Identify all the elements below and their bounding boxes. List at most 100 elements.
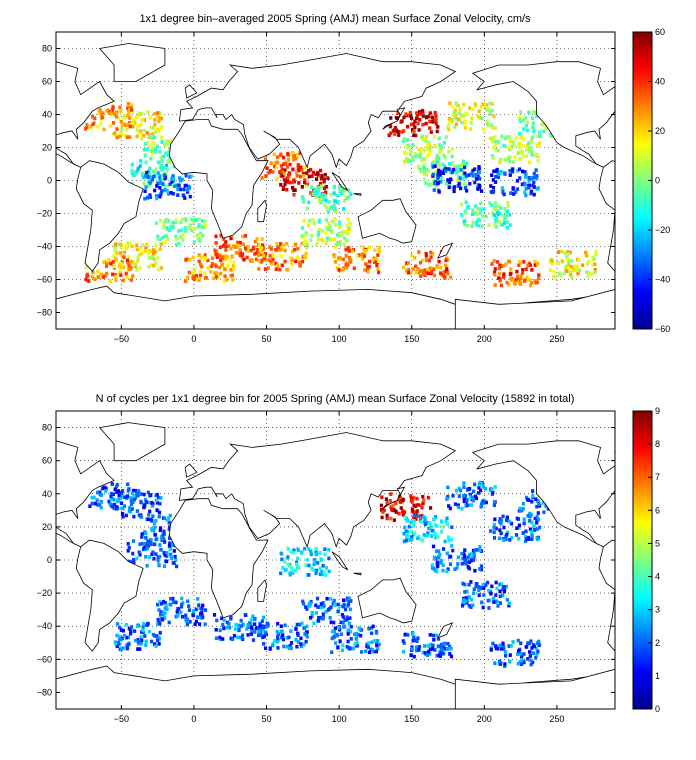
data-cell [153, 118, 157, 122]
data-cell [428, 119, 432, 124]
data-cell [525, 275, 529, 280]
data-cell [96, 503, 100, 507]
data-cell [478, 176, 482, 181]
data-cell [496, 211, 500, 215]
data-cell [523, 190, 527, 195]
data-cell [403, 515, 408, 520]
data-cell [341, 620, 345, 625]
data-cell [472, 587, 476, 592]
data-cell [337, 268, 341, 272]
data-cell [267, 170, 271, 175]
data-cell [251, 628, 255, 632]
data-cell [307, 563, 311, 568]
data-cell [222, 257, 226, 262]
data-cell [450, 170, 454, 175]
data-cell [139, 513, 143, 517]
data-cell [144, 554, 148, 559]
data-cell [486, 106, 490, 110]
data-cell [433, 648, 437, 652]
data-cell [200, 264, 204, 269]
data-cell [450, 147, 455, 151]
data-cell [133, 488, 137, 493]
data-cell [470, 224, 474, 229]
data-cell [360, 252, 364, 257]
data-cell [528, 278, 532, 282]
data-cell [531, 121, 536, 126]
data-cell [171, 220, 175, 225]
data-cell [199, 231, 203, 236]
data-cell [495, 167, 499, 172]
data-cell [457, 486, 461, 491]
data-cell [268, 646, 272, 651]
data-cell [187, 270, 191, 275]
data-cell [501, 593, 505, 598]
data-cell [492, 270, 497, 275]
data-cell [518, 506, 522, 511]
data-cell [276, 245, 280, 249]
data-cell [165, 518, 169, 522]
data-cell [188, 619, 192, 624]
data-cell [154, 243, 158, 248]
data-cell [434, 156, 439, 161]
data-cell [335, 193, 339, 198]
data-cell [435, 129, 439, 134]
data-cell [511, 640, 515, 644]
data-cell [223, 242, 227, 246]
data-cell [375, 263, 379, 268]
data-cell [289, 629, 293, 634]
data-cell [414, 133, 418, 138]
data-cell [468, 552, 472, 557]
data-cell [91, 122, 95, 126]
data-cell [151, 514, 155, 519]
x-tick-label: 250 [549, 334, 564, 344]
data-cell [162, 224, 166, 229]
data-cell [333, 245, 337, 249]
data-cell [289, 256, 293, 260]
data-cell [114, 506, 119, 511]
data-cell [396, 111, 400, 115]
data-cell [301, 171, 306, 176]
colorbar-tick-label: 1 [655, 671, 660, 681]
data-cell [336, 609, 340, 614]
data-cell [88, 504, 92, 509]
data-cell [274, 247, 278, 252]
data-cell [158, 501, 162, 506]
data-cell [479, 105, 483, 109]
data-cell [402, 159, 407, 164]
data-cell [284, 179, 288, 184]
data-cell [160, 189, 164, 193]
data-cell [158, 181, 162, 185]
data-cell [156, 171, 160, 175]
data-cell [473, 102, 477, 106]
data-cell [401, 498, 405, 502]
data-cell [519, 662, 524, 667]
data-cell [168, 156, 172, 161]
data-cell [556, 261, 560, 265]
data-cell [133, 638, 138, 643]
data-cell [357, 253, 361, 257]
data-cell [146, 539, 150, 544]
data-cell [263, 646, 268, 651]
data-cell [507, 519, 511, 524]
data-cell [135, 267, 139, 272]
data-cell [153, 130, 158, 134]
data-cell [433, 143, 437, 148]
data-cell [376, 259, 381, 264]
data-cell [508, 653, 512, 657]
data-cell [424, 253, 429, 258]
data-cell [115, 644, 119, 648]
data-cell [525, 143, 530, 148]
data-cell [462, 598, 466, 602]
data-cell [320, 237, 324, 242]
data-cell [524, 539, 528, 544]
data-cell [298, 622, 302, 627]
data-cell [233, 627, 238, 631]
data-cell [528, 650, 532, 654]
data-cell [285, 636, 289, 640]
data-cell [139, 500, 143, 505]
data-cell [191, 226, 196, 231]
data-cell [503, 144, 507, 149]
data-cell [479, 201, 483, 206]
data-cell [439, 652, 443, 656]
data-cell [425, 146, 430, 150]
